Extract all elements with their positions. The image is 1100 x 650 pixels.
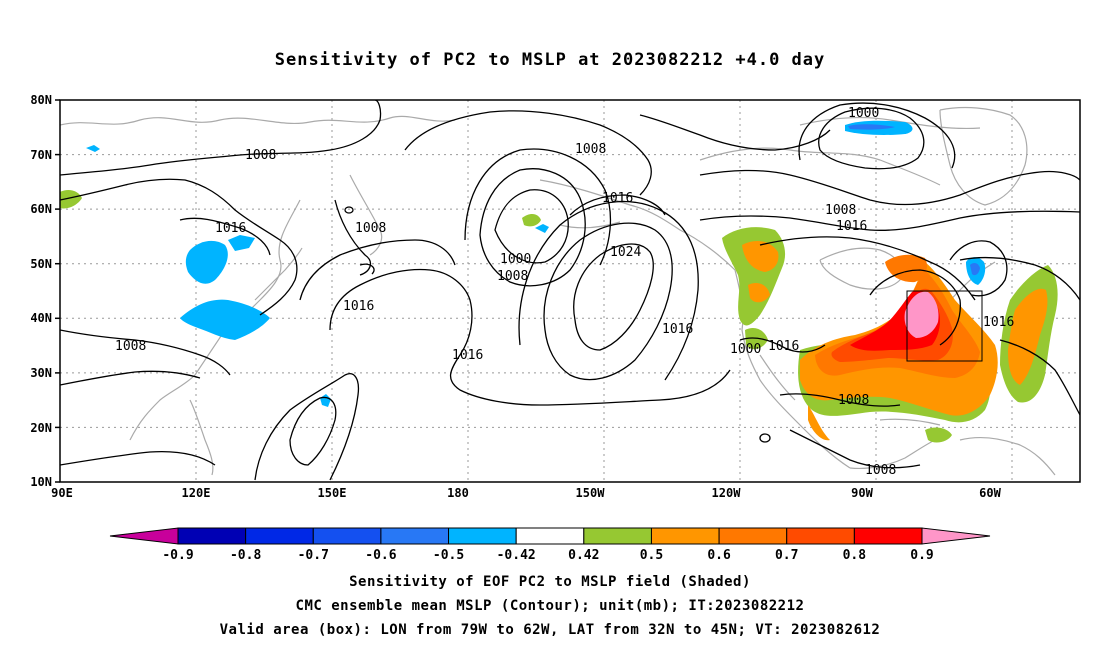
- colorbar-label: -0.8: [230, 548, 261, 563]
- lat-label: 80N: [30, 93, 52, 107]
- lat-label: 40N: [30, 311, 52, 325]
- colorbar-high-arrow: [921, 527, 991, 545]
- contour-label: 1008: [115, 339, 146, 354]
- colorbar-segment: [718, 527, 788, 545]
- longitude-labels: 90E 120E 150E 180 150W 120W 90W 60W: [51, 486, 1001, 500]
- colorbar-label: 0.6: [707, 548, 731, 563]
- lon-label: 90E: [51, 486, 73, 500]
- contour-label: 1008: [865, 463, 896, 478]
- colorbar-segment: [177, 527, 247, 545]
- contour-label: 1008: [825, 203, 856, 218]
- colorbar-label: -0.42: [497, 548, 536, 563]
- lon-label: 120E: [182, 486, 211, 500]
- colorbar-low-arrow: [109, 527, 179, 545]
- lat-label: 30N: [30, 366, 52, 380]
- lon-label: 120W: [712, 486, 742, 500]
- colorbar-label: -0.9: [162, 548, 193, 563]
- colorbar-label: 0.9: [910, 548, 933, 563]
- contour-label: 1016: [215, 221, 246, 236]
- contour-label: 1008: [355, 221, 386, 236]
- valid-area-box: [906, 290, 983, 362]
- map-frame: [59, 99, 1081, 483]
- lat-label: 50N: [30, 257, 52, 271]
- contour-labels: 1008 1016 1008 1008 1016 1016 1008 1016 …: [115, 106, 1014, 478]
- colorbar-label: 0.5: [640, 548, 663, 563]
- contour-label: 1016: [836, 219, 867, 234]
- contour-label: 1016: [343, 299, 374, 314]
- colorbar-label: 0.8: [843, 548, 867, 563]
- colorbar-segment: [650, 527, 720, 545]
- colorbar-segment: [448, 527, 517, 545]
- contour-label: 1008: [838, 393, 869, 408]
- lon-label: 150E: [318, 486, 347, 500]
- colorbar: -0.9 -0.8 -0.7 -0.6 -0.5 -0.42 0.42 0.5 0.6 0.7 0.…: [109, 527, 991, 563]
- contour-label: 1000: [848, 106, 879, 121]
- lat-label: 10N: [30, 475, 52, 489]
- lon-label: 150W: [576, 486, 606, 500]
- contour-label: 1008: [497, 269, 528, 284]
- colorbar-segment: [583, 527, 652, 545]
- contour-label: 1016: [602, 191, 633, 206]
- colorbar-label: 0.42: [568, 548, 599, 563]
- lat-label: 60N: [30, 202, 52, 216]
- colorbar-segment: [312, 527, 382, 545]
- contour-label: 1016: [768, 339, 799, 354]
- contour-label: 1016: [662, 322, 693, 337]
- map-title: Sensitivity of PC2 to MSLP at 2023082212…: [274, 50, 826, 70]
- mslp-contours: [60, 100, 1080, 481]
- footer-line-1: Sensitivity of EOF PC2 to MSLP field (Sh…: [349, 574, 751, 590]
- footer-line-2: CMC ensemble mean MSLP (Contour); unit(m…: [295, 598, 805, 614]
- lon-label: 90W: [851, 486, 873, 500]
- contour-label: 1000: [730, 342, 761, 357]
- colorbar-label: -0.7: [298, 548, 329, 563]
- contour-label: 1008: [575, 142, 606, 157]
- contour-label: 1008: [245, 148, 276, 163]
- colorbar-segment: [853, 527, 923, 545]
- contour-label: 1000: [500, 252, 531, 267]
- lon-label: 180: [447, 486, 469, 500]
- colorbar-label: -0.5: [433, 548, 464, 563]
- lat-label: 70N: [30, 148, 52, 162]
- colorbar-segment: [515, 527, 585, 545]
- latitude-labels: 80N 70N 60N 50N 40N 30N 20N 10N: [30, 93, 52, 489]
- lon-label: 60W: [979, 486, 1001, 500]
- footer-line-3: Valid area (box): LON from 79W to 62W, L…: [219, 622, 881, 638]
- map-gridlines: [60, 100, 1080, 482]
- contour-label: 1016: [983, 315, 1014, 330]
- colorbar-label: -0.6: [365, 548, 396, 563]
- contour-label: 1016: [452, 348, 483, 363]
- colorbar-segment: [245, 527, 314, 545]
- colorbar-segment: [380, 527, 450, 545]
- lat-ticks: [55, 99, 60, 483]
- contour-label: 1024: [610, 245, 641, 260]
- colorbar-segment: [786, 527, 855, 545]
- lat-label: 20N: [30, 421, 52, 435]
- colorbar-label: 0.7: [775, 548, 798, 563]
